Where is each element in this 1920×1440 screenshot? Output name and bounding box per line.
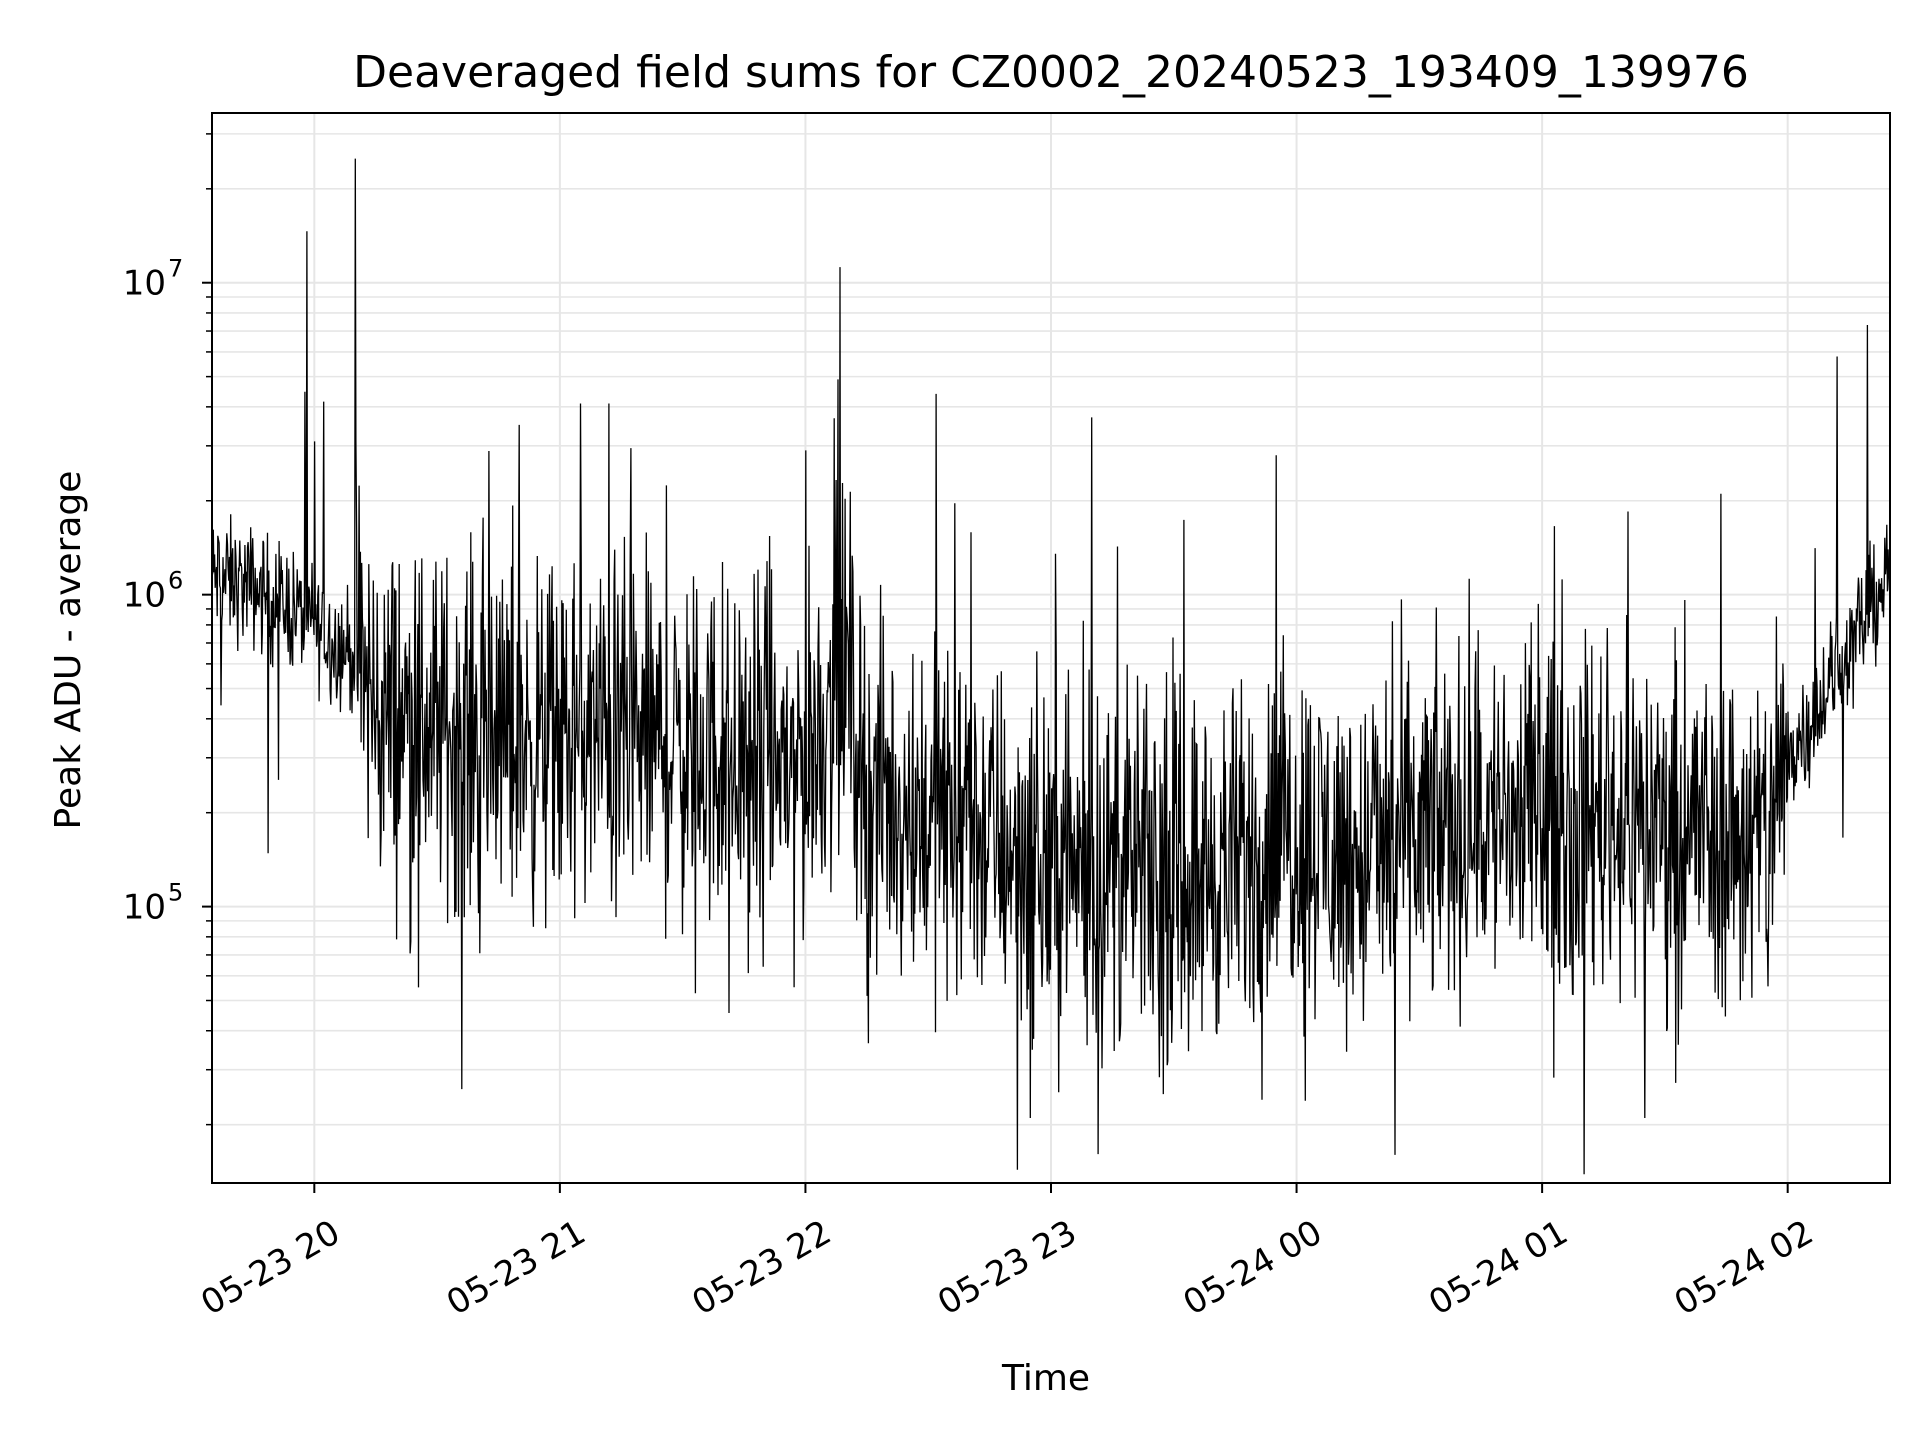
y-tick-label: 10 — [123, 264, 166, 304]
series-line — [211, 158, 1891, 1175]
y-tick-label-exponent: 7 — [168, 255, 183, 283]
y-axis-label: Peak ADU - average — [48, 471, 89, 830]
y-tick-label-exponent: 6 — [168, 567, 183, 595]
y-tick-label-exponent: 5 — [168, 879, 183, 907]
y-tick-label: 10 — [123, 888, 166, 928]
y-tick-label: 10 — [123, 576, 166, 616]
plot-line — [211, 158, 1891, 1175]
chart-title: Deaveraged field sums for CZ0002_2024052… — [353, 47, 1749, 98]
x-axis-label: Time — [1001, 1358, 1090, 1399]
